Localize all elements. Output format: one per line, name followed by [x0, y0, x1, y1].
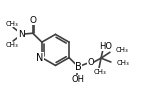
Text: N: N	[36, 53, 43, 63]
Text: CH₃: CH₃	[6, 21, 18, 27]
Text: CH₃: CH₃	[94, 69, 106, 75]
Text: O: O	[87, 57, 94, 66]
Text: CH₃: CH₃	[116, 47, 129, 53]
Text: CH₃: CH₃	[6, 42, 18, 48]
Text: O: O	[29, 16, 36, 25]
Text: N: N	[18, 30, 24, 39]
Text: B: B	[75, 62, 82, 72]
Text: HO: HO	[99, 42, 112, 51]
Text: OH: OH	[72, 75, 85, 84]
Text: CH₃: CH₃	[117, 60, 130, 66]
